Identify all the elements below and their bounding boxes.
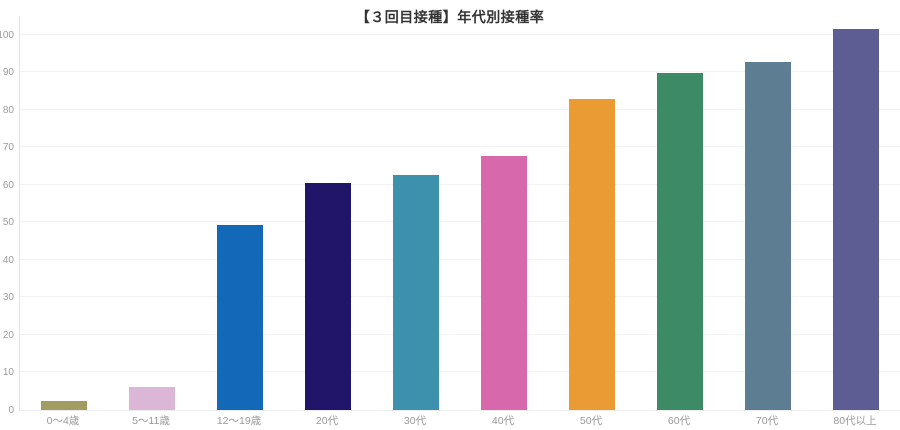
- x-axis-label-30代: 30代: [403, 415, 427, 427]
- x-axis-label-70代: 70代: [755, 415, 779, 427]
- bar-5-30代[interactable]: [393, 175, 439, 410]
- x-axis-label-20代: 20代: [315, 415, 339, 427]
- bar-7-50代[interactable]: [569, 99, 615, 410]
- x-axis-label-5〜11歳: 5〜11歳: [132, 415, 170, 427]
- y-tick-label-80: 80: [2, 104, 14, 116]
- x-axis-label-0〜4歳: 0〜4歳: [46, 415, 80, 427]
- gridline-70: [20, 146, 900, 148]
- x-axis-label-40代: 40代: [491, 415, 515, 427]
- bar-3-12〜19歳[interactable]: [217, 225, 263, 410]
- bar-2-5〜11歳[interactable]: [129, 386, 175, 410]
- y-tick-label-20: 20: [2, 329, 14, 341]
- gridline-30: [20, 296, 900, 298]
- gridline-90: [20, 71, 900, 73]
- bar-10-80代以上[interactable]: [833, 29, 879, 410]
- y-tick-label-70: 70: [2, 142, 14, 154]
- y-tick-label-50: 50: [2, 217, 14, 229]
- gridline-60: [20, 183, 900, 185]
- y-tick-label-10: 10: [2, 367, 14, 379]
- x-axis-label-60代: 60代: [667, 415, 691, 427]
- bar-8-60代[interactable]: [657, 73, 703, 410]
- bar-9-70代[interactable]: [745, 62, 791, 410]
- bar-4-20代[interactable]: [305, 182, 351, 410]
- x-axis-label-80代以上: 80代以上: [833, 415, 877, 427]
- y-tick-label-0: 0: [8, 405, 14, 416]
- gridline-80: [20, 108, 900, 110]
- gridline-10: [20, 371, 900, 373]
- gridline-100: [20, 33, 900, 35]
- gridline-50: [20, 221, 900, 223]
- y-tick-label-40: 40: [2, 254, 14, 266]
- y-tick-label-90: 90: [2, 67, 14, 79]
- x-axis-label-50代: 50代: [579, 415, 603, 427]
- plot-area: [19, 16, 900, 411]
- gridline-40: [20, 258, 900, 260]
- y-tick-label-30: 30: [2, 292, 14, 304]
- gridline-20: [20, 333, 900, 335]
- y-tick-label-100: 100: [0, 29, 14, 41]
- y-axis: 0 10 20 30 40 50 60 70 80 90 100: [0, 16, 15, 416]
- y-tick-label-60: 60: [2, 179, 14, 191]
- x-axis-label-12〜19歳: 12〜19歳: [216, 415, 262, 427]
- bar-1-0〜4歳[interactable]: [41, 401, 87, 410]
- x-axis: 0〜4歳 5〜11歳 12〜19歳 20代 30代 40代 50代 60代 70代 80代以上: [19, 413, 900, 428]
- chart-title: 【３回目接種】年代別接種率: [355, 9, 545, 25]
- bar-6-40代[interactable]: [481, 156, 527, 410]
